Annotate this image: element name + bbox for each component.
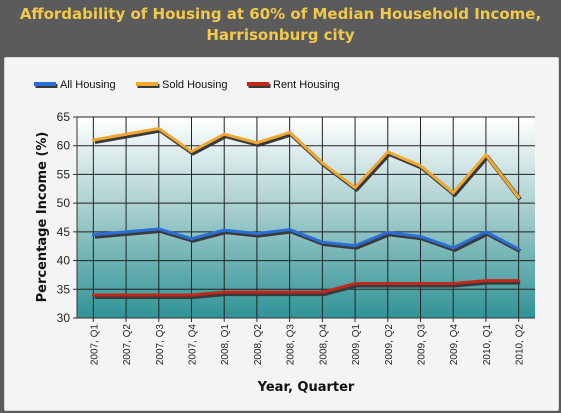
data-point <box>320 290 324 294</box>
legend-label: Sold Housing <box>162 79 227 91</box>
y-tick-label: 40 <box>57 254 71 268</box>
chart-title: Affordability of Housing at 60% of Media… <box>0 4 561 46</box>
data-point <box>419 282 422 286</box>
data-point <box>190 149 193 153</box>
series-line-1 <box>93 126 520 199</box>
x-tick-label: 2008, Q2 <box>253 324 264 366</box>
x-tick-label: 2008, Q4 <box>318 324 329 366</box>
data-point <box>288 290 292 294</box>
x-tick-label: 2008, Q3 <box>286 324 297 366</box>
x-tick-label: 2007, Q1 <box>89 324 100 366</box>
x-tick-label: 2007, Q4 <box>188 324 199 366</box>
data-point <box>288 228 292 232</box>
data-point <box>255 232 259 236</box>
data-point <box>91 138 95 142</box>
series-line-0 <box>93 227 520 251</box>
data-point <box>124 293 128 297</box>
data-point <box>386 150 390 154</box>
data-point <box>517 195 521 199</box>
x-tick-label: 2010, Q2 <box>515 324 526 366</box>
data-point <box>517 279 521 283</box>
y-tick-label: 50 <box>57 196 71 210</box>
chart-title-line-1: Affordability of Housing at 60% of Media… <box>19 5 542 23</box>
data-point <box>419 164 422 168</box>
data-point <box>353 282 357 286</box>
data-point <box>320 161 324 165</box>
data-point <box>353 186 357 190</box>
series-line-2 <box>93 279 519 297</box>
data-point <box>124 230 128 234</box>
data-point <box>484 153 488 157</box>
data-point <box>91 293 95 297</box>
y-tick-label: 45 <box>57 225 71 239</box>
legend-label: All Housing <box>60 79 116 91</box>
data-point <box>517 247 521 251</box>
data-point <box>386 282 390 286</box>
data-point <box>288 131 292 135</box>
data-point <box>190 237 193 241</box>
data-point <box>157 293 161 297</box>
data-point <box>255 141 259 145</box>
data-point <box>157 227 161 231</box>
data-point <box>190 293 193 297</box>
data-point <box>91 233 95 237</box>
data-point <box>386 230 390 234</box>
x-tick-label: 2007, Q2 <box>122 324 133 366</box>
x-tick-label: 2009, Q3 <box>417 324 428 366</box>
x-tick-label: 2007, Q3 <box>155 324 166 366</box>
data-point <box>484 230 488 234</box>
x-tick-label: 2009, Q1 <box>351 324 362 366</box>
data-point <box>451 282 455 286</box>
data-point <box>222 132 226 136</box>
data-point <box>320 240 324 244</box>
y-tick-label: 30 <box>57 311 71 325</box>
data-point <box>484 279 488 283</box>
series-shadow-2 <box>94 280 521 300</box>
data-point <box>353 244 357 248</box>
chart-title-line-2: Harrisonburg city <box>206 26 355 44</box>
legend-label: Rent Housing <box>273 79 340 91</box>
x-tick-label: 2009, Q4 <box>449 324 460 366</box>
data-point <box>222 228 226 232</box>
x-tick-label: 2009, Q2 <box>384 324 395 366</box>
x-tick-label: 2010, Q1 <box>482 324 493 366</box>
data-point <box>124 132 128 136</box>
y-axis-label: Percentage Income (%) <box>35 132 50 303</box>
data-point <box>451 191 455 195</box>
y-tick-label: 65 <box>57 110 71 124</box>
y-tick-label: 35 <box>57 282 71 296</box>
x-tick-label: 2008, Q1 <box>220 324 231 366</box>
data-point <box>255 290 259 294</box>
data-point <box>157 126 161 130</box>
data-point <box>451 246 455 250</box>
data-point <box>419 234 422 238</box>
y-tick-label: 55 <box>57 167 71 181</box>
y-tick-label: 60 <box>57 139 71 153</box>
legend: All Housing Sold Housing Rent Housing <box>34 79 340 91</box>
x-axis-label: Year, Quarter <box>257 380 355 395</box>
data-point <box>222 290 226 294</box>
